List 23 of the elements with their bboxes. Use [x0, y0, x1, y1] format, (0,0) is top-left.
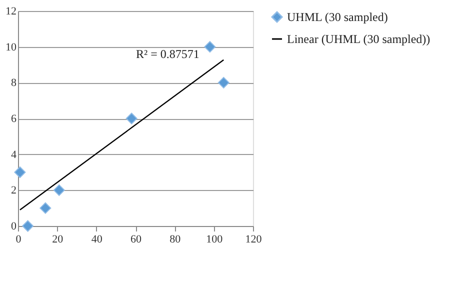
x-tick-label: 20: [52, 234, 64, 246]
point: [14, 166, 26, 178]
point: [40, 202, 52, 214]
y-tick-label: 6: [11, 113, 17, 125]
point: [126, 112, 138, 124]
y-tick-label: 4: [11, 148, 17, 161]
x-tick-label: 120: [245, 234, 262, 246]
point: [218, 76, 230, 88]
x-tick-label: 60: [130, 234, 142, 246]
y-tick-label: 2: [11, 184, 16, 197]
point: [53, 184, 65, 196]
y-tick-label: 8: [11, 77, 17, 90]
x-tick-label: 40: [91, 234, 103, 246]
y-tick-label: 0: [11, 220, 17, 232]
point: [204, 41, 216, 53]
x-tick-label: 80: [170, 234, 182, 246]
x-tick-label: 100: [206, 234, 224, 246]
annotation: R² = 0.87571: [136, 47, 200, 61]
y-tick-label: 12: [6, 6, 16, 18]
y-tick-label: 10: [6, 41, 17, 54]
legend-label: UHML (30 sampled): [287, 10, 388, 24]
legend-label: Linear (UHML (30 sampled)): [287, 32, 430, 46]
point: [22, 220, 34, 232]
